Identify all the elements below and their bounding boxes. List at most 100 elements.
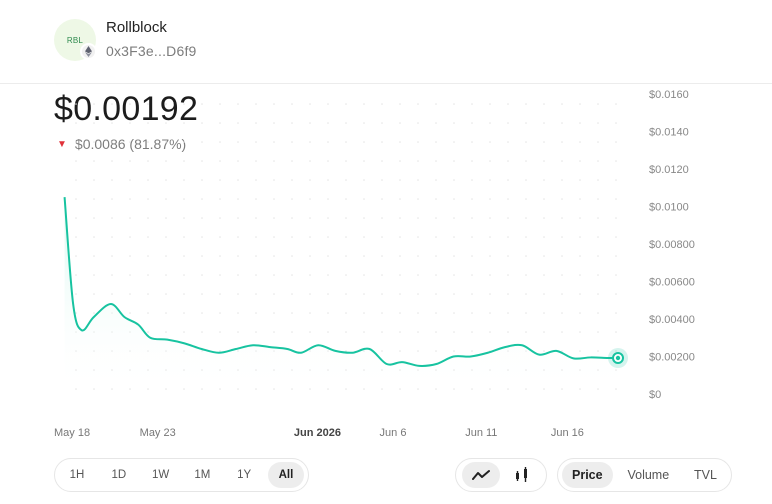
- grid-dot: [435, 274, 437, 276]
- grid-dot: [75, 141, 77, 143]
- range-1d-button[interactable]: 1D: [111, 469, 127, 481]
- grid-dot: [507, 255, 509, 257]
- grid-dot: [363, 179, 365, 181]
- grid-dot: [273, 236, 275, 238]
- grid-dot: [345, 350, 347, 352]
- grid-dot: [183, 331, 185, 333]
- range-1w-button[interactable]: 1W: [151, 469, 170, 481]
- grid-dot: [75, 160, 77, 162]
- grid-dot: [471, 160, 473, 162]
- grid-dot: [345, 179, 347, 181]
- grid-dot: [165, 331, 167, 333]
- grid-dot: [219, 274, 221, 276]
- grid-dot: [309, 198, 311, 200]
- grid-dot: [579, 274, 581, 276]
- range-1m-button[interactable]: 1M: [194, 469, 211, 481]
- grid-dot: [273, 198, 275, 200]
- token-address[interactable]: 0x3F3e...D6f9: [106, 43, 197, 59]
- grid-dot: [435, 160, 437, 162]
- grid-dot: [183, 198, 185, 200]
- grid-dot: [399, 198, 401, 200]
- grid-dot: [543, 255, 545, 257]
- grid-dot: [345, 141, 347, 143]
- grid-dot: [525, 198, 527, 200]
- grid-dot: [561, 255, 563, 257]
- grid-dot: [309, 141, 311, 143]
- grid-dot: [597, 312, 599, 314]
- grid-dot: [237, 141, 239, 143]
- grid-dot: [183, 217, 185, 219]
- grid-dot: [615, 312, 617, 314]
- grid-dot: [255, 236, 257, 238]
- grid-dot: [453, 217, 455, 219]
- line-chart-button[interactable]: [461, 462, 500, 488]
- y-tick-label: $0.0100: [649, 202, 689, 214]
- candlestick-icon: [515, 467, 527, 482]
- range-1y-button[interactable]: 1Y: [237, 469, 252, 481]
- metric-price-button[interactable]: Price: [562, 462, 613, 488]
- grid-dot: [327, 217, 329, 219]
- grid-dot: [525, 331, 527, 333]
- grid-dot: [525, 217, 527, 219]
- grid-dot: [363, 293, 365, 295]
- triangle-down-icon: ▼: [57, 138, 67, 150]
- grid-dot: [327, 312, 329, 314]
- grid-dot: [327, 331, 329, 333]
- grid-dot: [453, 198, 455, 200]
- grid-dot: [165, 293, 167, 295]
- grid-dot: [291, 312, 293, 314]
- grid-dot: [165, 103, 167, 105]
- grid-dot: [615, 141, 617, 143]
- grid-dot: [93, 141, 95, 143]
- grid-dot: [381, 293, 383, 295]
- grid-dot: [111, 198, 113, 200]
- grid-dot: [435, 217, 437, 219]
- candlestick-button[interactable]: [503, 462, 541, 488]
- grid-dot: [75, 179, 77, 181]
- grid-dot: [525, 160, 527, 162]
- grid-dot: [453, 350, 455, 352]
- range-all-button[interactable]: All: [267, 462, 304, 488]
- grid-dot: [507, 312, 509, 314]
- grid-dot: [615, 331, 617, 333]
- metric-tvl-button[interactable]: TVL: [694, 468, 717, 482]
- grid-dot: [435, 198, 437, 200]
- price-chart[interactable]: $0.0160 $0.0140 $0.0120 $0.0100 $0.00800 $0.0…: [0, 0, 772, 450]
- grid-dot: [399, 331, 401, 333]
- range-1h-button[interactable]: 1H: [69, 469, 85, 481]
- grid-dot: [147, 331, 149, 333]
- grid-dot: [561, 312, 563, 314]
- grid-dot: [471, 198, 473, 200]
- grid-dot: [201, 160, 203, 162]
- grid-dot: [111, 293, 113, 295]
- grid-dot: [417, 331, 419, 333]
- grid-dot: [381, 217, 383, 219]
- grid-dot: [345, 236, 347, 238]
- grid-dot: [237, 198, 239, 200]
- grid-dot: [147, 160, 149, 162]
- grid-dot: [435, 331, 437, 333]
- grid-dot: [219, 312, 221, 314]
- grid-dot: [201, 293, 203, 295]
- grid-dot: [273, 331, 275, 333]
- grid-dot: [435, 293, 437, 295]
- grid-dot: [309, 255, 311, 257]
- grid-dot: [507, 179, 509, 181]
- grid-dot: [399, 350, 401, 352]
- grid-dot: [543, 293, 545, 295]
- grid-dot: [453, 274, 455, 276]
- grid-dot: [345, 122, 347, 124]
- grid-dot: [381, 141, 383, 143]
- grid-dot: [111, 255, 113, 257]
- grid-dot: [93, 179, 95, 181]
- grid-dot: [363, 122, 365, 124]
- metric-volume-button[interactable]: Volume: [627, 468, 670, 482]
- grid-dot: [453, 236, 455, 238]
- grid-dot: [309, 274, 311, 276]
- grid-dot: [597, 179, 599, 181]
- grid-dot: [201, 312, 203, 314]
- grid-dot: [525, 236, 527, 238]
- grid-dot: [399, 312, 401, 314]
- grid-dot: [471, 331, 473, 333]
- grid-dot: [129, 293, 131, 295]
